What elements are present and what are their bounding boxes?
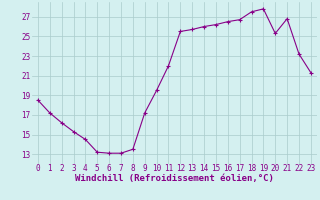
X-axis label: Windchill (Refroidissement éolien,°C): Windchill (Refroidissement éolien,°C) <box>75 174 274 183</box>
